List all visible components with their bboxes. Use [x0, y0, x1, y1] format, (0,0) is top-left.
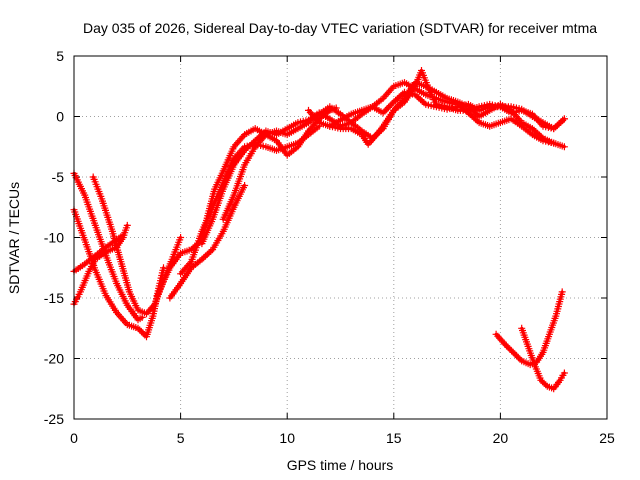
x-tick-label: 0 [70, 430, 78, 446]
series-track-1 [70, 169, 146, 324]
data-series [70, 67, 568, 393]
series-track-12 [326, 88, 568, 133]
y-tick-label: -15 [44, 290, 64, 306]
series-markers [518, 324, 568, 393]
x-tick-label: 10 [279, 430, 295, 446]
y-tick-label: -10 [44, 230, 64, 246]
y-tick-label: -25 [44, 411, 64, 427]
y-tick-label: -5 [52, 169, 65, 185]
y-axis-title: SDTVAR / TECUs [6, 182, 22, 294]
plot-frame [73, 55, 608, 420]
series-track-14 [518, 324, 568, 393]
x-axis-title: GPS time / hours [287, 457, 394, 473]
y-tick-label: 0 [56, 109, 64, 125]
series-track-6 [166, 182, 249, 302]
y-tick-label: -20 [44, 351, 64, 367]
series-markers [492, 288, 566, 369]
y-tick-label: 5 [56, 48, 64, 64]
series-track-9 [198, 79, 568, 248]
x-tick-label: 15 [386, 430, 402, 446]
chart-title: Day 035 of 2026, Sidereal Day-to-day VTE… [83, 20, 597, 36]
series-markers [166, 182, 249, 302]
x-tick-label: 25 [599, 430, 615, 446]
x-tick-label: 20 [493, 430, 509, 446]
series-markers [326, 88, 568, 133]
series-track-4 [70, 231, 127, 275]
tick-labels: 0 5 10 15 20 25 -25 -20 -15 -10 -5 0 5 [44, 48, 615, 446]
x-tick-label: 5 [177, 430, 185, 446]
